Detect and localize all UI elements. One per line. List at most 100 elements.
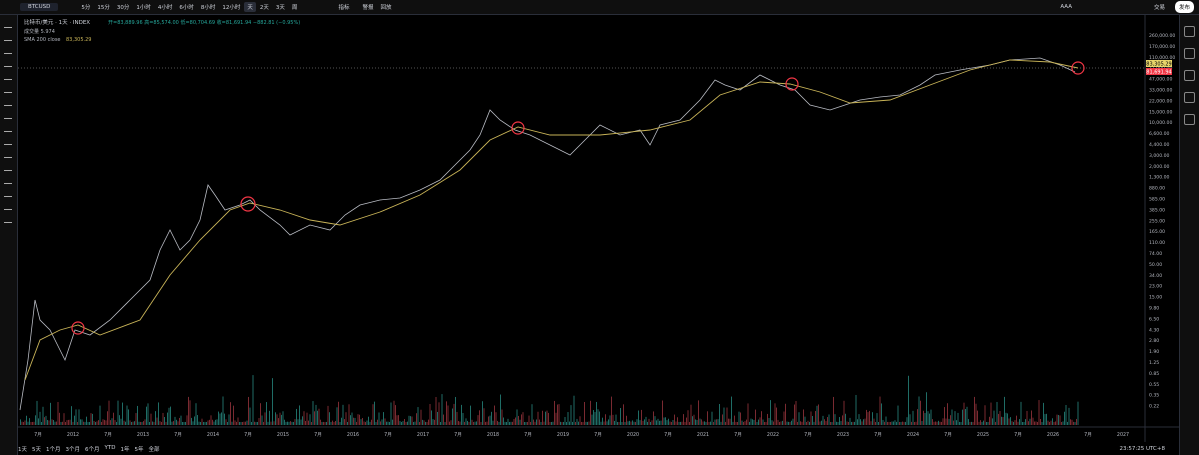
interval-button[interactable]: 5分: [81, 5, 91, 11]
volume-bar: [978, 421, 980, 425]
volume-bar: [431, 410, 432, 425]
volume-bar: [830, 421, 831, 425]
volume-bar: [873, 418, 875, 425]
volume-bar: [843, 400, 845, 425]
volume-bar: [272, 378, 273, 425]
price-label: 0.85: [1149, 371, 1159, 377]
volume-bar: [860, 419, 861, 425]
volume-bar: [270, 421, 272, 425]
price-label: 22,000.00: [1149, 98, 1172, 104]
highlight-circles: [71, 61, 1085, 335]
indicators-button[interactable]: 指标: [338, 5, 350, 11]
volume-bar: [285, 421, 287, 425]
interval-button[interactable]: 8小时: [200, 5, 216, 11]
layout-name[interactable]: AAA: [1060, 4, 1072, 10]
interval-button[interactable]: 1小时: [136, 5, 151, 11]
volume-bar: [765, 421, 767, 425]
time-label: 7月: [1084, 432, 1092, 438]
volume-bar: [852, 421, 854, 425]
range-button[interactable]: 1年: [120, 447, 130, 453]
range-button[interactable]: 6个月: [85, 447, 100, 453]
interval-button[interactable]: 12小时: [222, 5, 241, 11]
range-button[interactable]: 5年: [134, 447, 144, 453]
volume-bar: [240, 421, 242, 425]
volume-bar: [143, 421, 144, 425]
volume-bar: [357, 414, 359, 425]
interval-button[interactable]: 周: [291, 5, 298, 11]
legend-volume: 成交量 5.974: [24, 28, 55, 35]
volume-bar: [1011, 421, 1013, 425]
volume-bar: [665, 417, 666, 425]
volume-bar: [330, 421, 332, 425]
time-label: 7月: [524, 432, 532, 438]
symbol-search[interactable]: BTCUSD: [20, 3, 59, 11]
alert-button[interactable]: 警报: [362, 5, 374, 11]
volume-bar: [1002, 417, 1004, 425]
volume-bar: [954, 411, 956, 425]
volume-bar: [569, 421, 570, 425]
interval-button[interactable]: 3天: [275, 5, 285, 11]
volume-bar: [701, 419, 702, 425]
interval-button[interactable]: 6小时: [179, 5, 194, 11]
volume-bar: [992, 418, 993, 425]
volume-bar: [938, 420, 939, 425]
volume-bar: [140, 421, 141, 425]
volume-bar: [99, 405, 101, 425]
price-label: 2,000.00: [1149, 164, 1170, 170]
interval-button[interactable]: 天: [244, 2, 256, 12]
volume-bar: [425, 421, 426, 425]
interval-button[interactable]: 4小时: [157, 5, 173, 11]
volume-bar: [512, 421, 513, 425]
volume-bar: [263, 421, 264, 425]
volume-bar: [123, 420, 125, 425]
volume-bar: [195, 403, 197, 425]
volume-bar: [306, 412, 308, 425]
range-button[interactable]: 全部: [148, 447, 160, 453]
volume-bar: [1020, 401, 1022, 425]
range-button[interactable]: 3个月: [65, 447, 81, 453]
volume-bar: [194, 416, 195, 425]
volume-bar: [857, 419, 858, 425]
volume-bar: [738, 411, 740, 425]
volume-bar: [681, 421, 683, 425]
range-button[interactable]: 1天: [18, 447, 27, 453]
volume-bar: [920, 400, 921, 425]
volume-bar: [216, 419, 218, 425]
range-button[interactable]: 1个月: [46, 447, 61, 453]
volume-bar: [974, 396, 975, 425]
time-label: 2014: [207, 432, 219, 438]
volume-bar: [498, 421, 500, 425]
volume-bar: [870, 421, 872, 425]
volume-bar: [902, 421, 903, 425]
volume-bar: [792, 418, 794, 425]
volume-bar: [213, 421, 215, 425]
volume-bar: [768, 417, 770, 425]
volume-bar: [437, 411, 438, 425]
volume-bar: [402, 421, 404, 425]
volume-bar: [656, 420, 657, 425]
volume-bar: [518, 415, 519, 425]
replay-button[interactable]: 回放: [380, 5, 392, 11]
volume-bar: [867, 412, 869, 425]
volume-bar: [927, 411, 929, 425]
trade-button[interactable]: 交易: [1153, 5, 1165, 11]
volume-bar: [981, 421, 983, 425]
volume-bar: [164, 417, 165, 425]
volume-bar: [963, 402, 965, 425]
volume-bar: [906, 417, 908, 425]
range-button[interactable]: 5天: [32, 447, 41, 453]
volume-bar: [545, 411, 546, 425]
volume-bar: [174, 416, 176, 425]
range-button[interactable]: YTD: [104, 445, 116, 451]
volume-bar: [597, 409, 599, 425]
volume-bar: [708, 421, 710, 425]
volume-bar: [381, 419, 383, 425]
volume-bar: [101, 421, 102, 425]
publish-button[interactable]: 发布: [1174, 1, 1194, 13]
price-label: 385.00: [1149, 207, 1165, 213]
interval-button[interactable]: 15分: [97, 5, 110, 11]
interval-button[interactable]: 2天: [259, 5, 269, 11]
volume-bar: [345, 412, 347, 425]
interval-button[interactable]: 30分: [116, 5, 130, 11]
volume-bar: [876, 413, 878, 425]
